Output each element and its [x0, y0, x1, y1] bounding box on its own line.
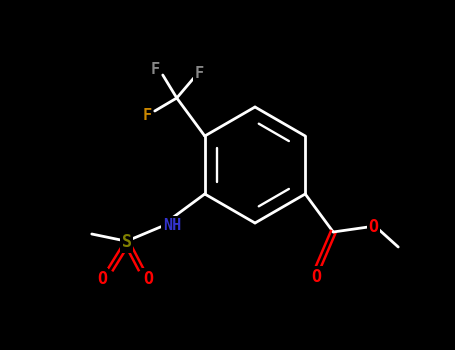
Text: NH: NH	[162, 217, 181, 232]
Text: O: O	[97, 270, 107, 288]
Text: F: F	[194, 65, 203, 80]
Text: O: O	[143, 270, 153, 288]
Text: F: F	[150, 63, 159, 77]
Text: S: S	[122, 233, 132, 251]
Text: F: F	[142, 108, 152, 124]
Text: O: O	[311, 268, 321, 286]
Text: O: O	[368, 218, 378, 236]
